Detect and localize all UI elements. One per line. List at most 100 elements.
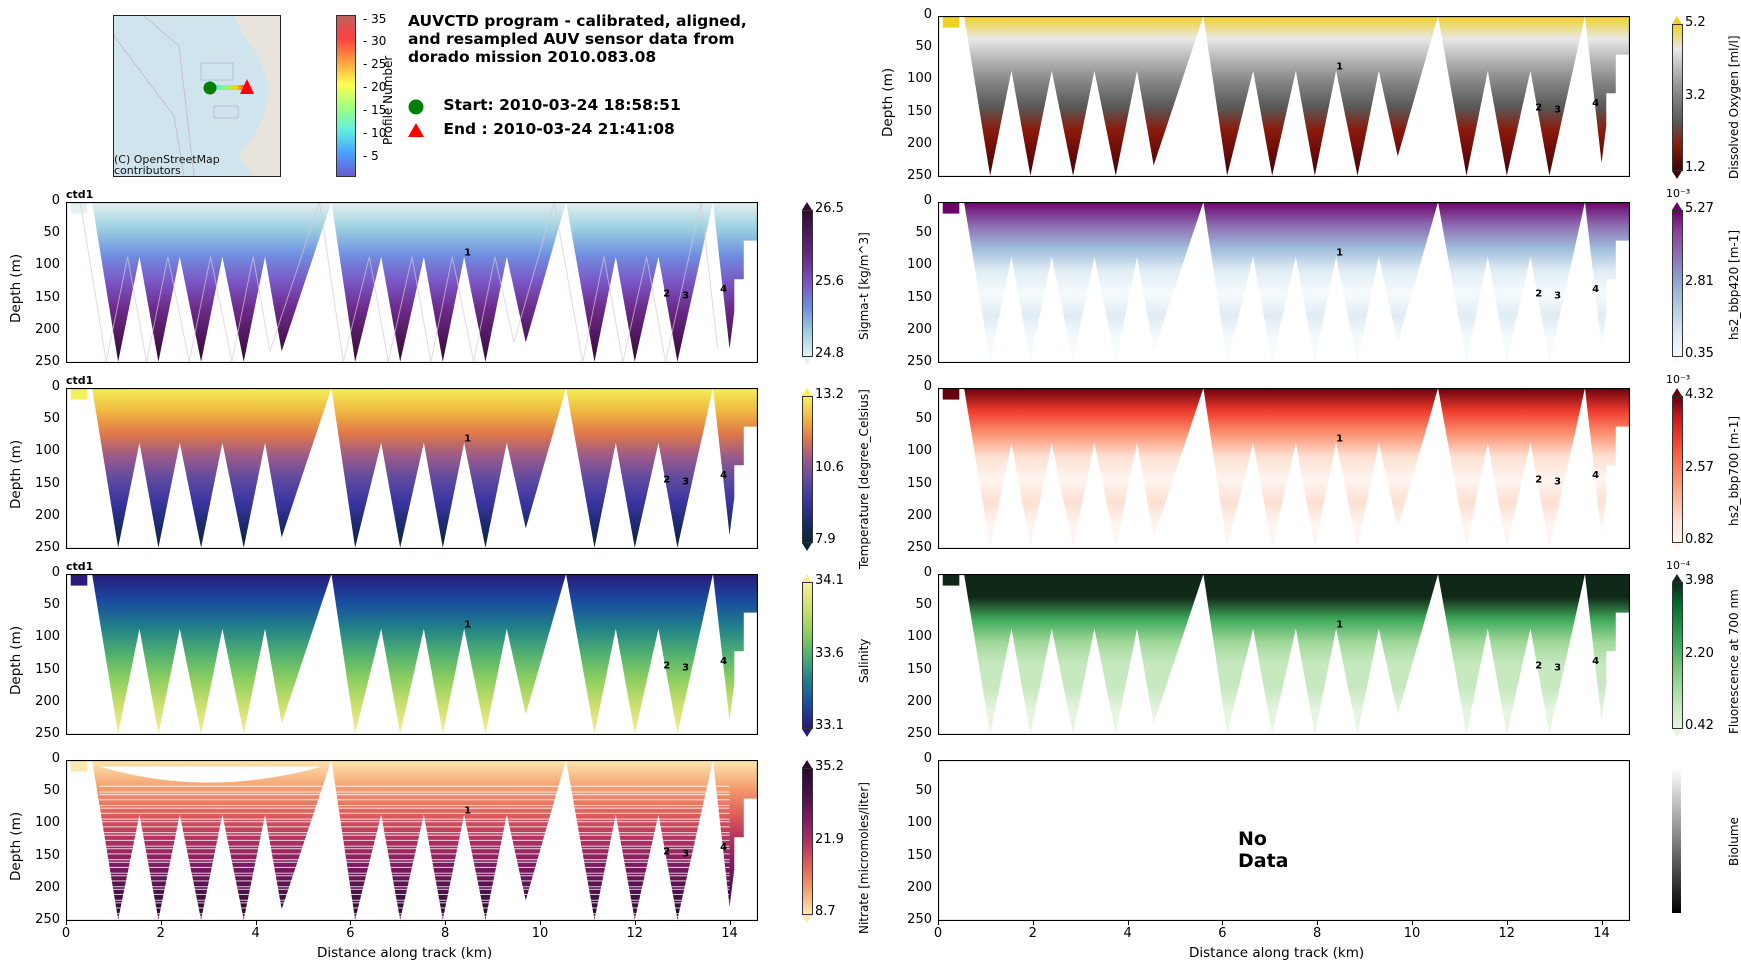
coastline-land bbox=[234, 16, 280, 176]
y-tick-label: 50 bbox=[915, 411, 932, 427]
y-tick-label: 200 bbox=[907, 879, 932, 895]
x-tick-label: 0 bbox=[61, 926, 71, 941]
y-tick-label: 0 bbox=[923, 565, 932, 580]
profile-tick-label: - 15 bbox=[363, 103, 387, 117]
x-tick-mark bbox=[1127, 921, 1129, 925]
y-tick-label: 0 bbox=[51, 193, 60, 208]
section-plot: 1 2 3 4 bbox=[938, 16, 1630, 177]
x-tick-label: 4 bbox=[251, 926, 260, 941]
data-gap bbox=[99, 834, 730, 836]
colorbar-tick-label: 0.42 bbox=[1685, 718, 1714, 733]
profile-annotation: 1 bbox=[1336, 619, 1343, 630]
colorbar bbox=[1672, 24, 1683, 171]
data-gap bbox=[99, 805, 730, 807]
y-tick-label: 250 bbox=[907, 354, 932, 369]
colorbar-tick-label: 33.6 bbox=[815, 645, 844, 661]
data-gap bbox=[99, 886, 730, 888]
mission-map: (C) OpenStreetMap contributors bbox=[113, 15, 281, 177]
colorbar bbox=[802, 768, 813, 915]
y-tick-label: 100 bbox=[35, 815, 60, 831]
profile-annotation: 4 bbox=[1592, 98, 1599, 109]
colorbar bbox=[802, 210, 813, 357]
y-tick-label: 250 bbox=[35, 726, 60, 741]
y-tick-label: 0 bbox=[51, 565, 60, 580]
colorbar-tick-label: 4.32 bbox=[1685, 387, 1714, 402]
y-tick-label: 200 bbox=[35, 879, 60, 895]
plot-frame bbox=[938, 202, 1630, 363]
data-gap bbox=[99, 853, 730, 855]
x-tick-label: 14 bbox=[1593, 926, 1610, 941]
colorbar-extend-min-icon bbox=[802, 915, 812, 923]
profile-annotation: 1 bbox=[1336, 433, 1343, 444]
colorbar bbox=[1672, 768, 1681, 913]
colorbar-label: Nitrate [micromoles/liter] bbox=[857, 782, 871, 935]
y-tick-label: 200 bbox=[907, 135, 932, 151]
profile-annotation: 3 bbox=[1554, 663, 1561, 674]
x-tick-label: 2 bbox=[156, 926, 165, 941]
x-tick-label: 0 bbox=[933, 926, 943, 941]
section-plot: 1 2 3 4 bbox=[66, 760, 758, 921]
y-tick-label: 50 bbox=[43, 597, 60, 613]
data-section-fill bbox=[964, 574, 1630, 734]
y-tick-label: 50 bbox=[43, 783, 60, 799]
colorbar-extend-min-icon bbox=[802, 729, 812, 737]
profile-tick-label: - 25 bbox=[363, 57, 387, 72]
colorbar-tick-label: 3.2 bbox=[1685, 87, 1706, 103]
y-tick-label: 150 bbox=[35, 661, 60, 677]
profile-tick-label: - 30 bbox=[363, 34, 387, 49]
colorbar-label: Sigma-t [kg/m^3] bbox=[857, 232, 871, 341]
y-tick-label: 0 bbox=[923, 7, 932, 22]
profile-tick-label: - 20 bbox=[363, 80, 387, 95]
y-tick-label: 100 bbox=[35, 629, 60, 645]
data-gap bbox=[99, 915, 730, 917]
profile-annotation: 3 bbox=[1554, 105, 1561, 116]
end-triangle-icon bbox=[408, 122, 424, 137]
profile-annotation: 2 bbox=[1535, 103, 1542, 114]
y-tick-label: 150 bbox=[907, 847, 932, 863]
colorbar-extend-max-icon bbox=[802, 202, 812, 210]
colorbar-scale-label: 10⁻³ bbox=[1666, 373, 1691, 386]
start-marker-icon bbox=[203, 81, 217, 95]
y-tick-label: 50 bbox=[915, 597, 932, 613]
y-tick-label: 50 bbox=[915, 225, 932, 241]
auv-trajectory bbox=[79, 202, 719, 362]
colorbar-tick-label: 34.1 bbox=[815, 573, 844, 588]
data-gap bbox=[99, 791, 730, 793]
profile-annotation: 4 bbox=[720, 656, 727, 667]
section-plot: 1 2 3 4 bbox=[938, 202, 1630, 363]
profile-annotation: 3 bbox=[1554, 291, 1561, 302]
y-tick-label: 250 bbox=[35, 540, 60, 555]
colorbar-tick-label: 5.2 bbox=[1685, 15, 1706, 30]
data-section-fill bbox=[964, 202, 1630, 362]
boundary-line bbox=[143, 16, 195, 176]
profile-annotation: 4 bbox=[720, 842, 727, 853]
data-gap bbox=[99, 845, 730, 847]
boundary-line bbox=[114, 35, 185, 176]
x-tick-label: 14 bbox=[721, 926, 738, 941]
colorbar-label: Biolume bbox=[1727, 816, 1741, 866]
colorbar-label: Salinity bbox=[857, 638, 871, 684]
colorbar-extend-min-icon bbox=[802, 357, 812, 365]
y-tick-label: 200 bbox=[907, 321, 932, 337]
y-tick-label: 50 bbox=[915, 783, 932, 799]
colorbar bbox=[802, 582, 813, 729]
data-gap bbox=[99, 826, 730, 828]
plot-frame bbox=[66, 760, 758, 921]
y-tick-label: 150 bbox=[35, 289, 60, 305]
colorbar-tick-label: 5.27 bbox=[1685, 201, 1714, 216]
colorbar-extend-max-icon bbox=[802, 574, 812, 582]
colorbar-tick-label: 2.20 bbox=[1685, 645, 1714, 661]
panel-tag: ctd1 bbox=[66, 560, 94, 573]
y-tick-label: 0 bbox=[923, 751, 932, 766]
y-tick-label: 250 bbox=[907, 168, 932, 183]
colorbar-tick-label: 2.57 bbox=[1685, 459, 1714, 475]
x-axis-label: Distance along track (km) bbox=[317, 945, 493, 961]
sanctuary-box bbox=[213, 105, 239, 119]
x-tick-label: 2 bbox=[1028, 926, 1037, 941]
colorbar-tick-label: 8.7 bbox=[815, 904, 836, 919]
data-gap bbox=[99, 812, 730, 814]
x-tick-label: 6 bbox=[1218, 926, 1227, 941]
colorbar bbox=[1672, 210, 1683, 357]
y-tick-label: 100 bbox=[907, 71, 932, 87]
x-tick-label: 12 bbox=[626, 926, 644, 941]
